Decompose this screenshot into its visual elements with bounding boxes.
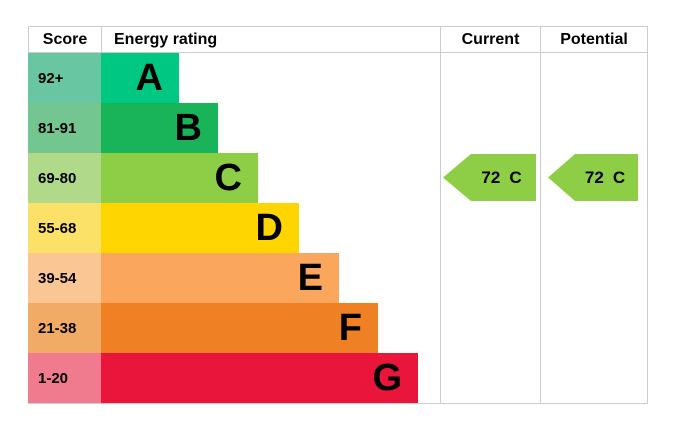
band-score-range-g: 1-20: [28, 353, 101, 403]
band-score-range-f: 21-38: [28, 303, 101, 353]
band-rows: 92+ A 81-91 B 69-80 C 55-68 D 39-54 E 21-38 F 1-20 G …: [28, 53, 648, 404]
band-bar-c: C: [101, 153, 258, 203]
band-bar-d: D: [101, 203, 299, 253]
band-row-f: 21-38 F: [28, 303, 648, 353]
band-score-range-b: 81-91: [28, 103, 101, 153]
band-score-range-c: 69-80: [28, 153, 101, 203]
band-bar-a: A: [101, 53, 179, 103]
band-bar-g: G: [101, 353, 418, 403]
band-letter-a: A: [135, 57, 163, 99]
epc-rating-chart: Score Energy rating Current Potential 92…: [28, 26, 648, 404]
band-score-range-e: 39-54: [28, 253, 101, 303]
band-row-e: 39-54 E: [28, 253, 648, 303]
table-right-border: [647, 53, 648, 403]
column-divider-energy-current: [440, 53, 441, 403]
band-row-a: 92+ A: [28, 53, 648, 103]
band-row-c: 69-80 C: [28, 153, 648, 203]
band-score-range-d: 55-68: [28, 203, 101, 253]
energy-rating-column-header: Energy rating: [101, 27, 440, 52]
band-letter-d: D: [255, 207, 283, 249]
potential-rating-band: C: [612, 167, 626, 187]
band-row-g: 1-20 G: [28, 353, 648, 403]
band-row-b: 81-91 B: [28, 103, 648, 153]
band-row-d: 55-68 D: [28, 203, 648, 253]
band-letter-b: B: [174, 107, 202, 149]
score-column-header: Score: [28, 27, 101, 52]
band-letter-c: C: [214, 157, 242, 199]
column-divider-current-potential: [540, 53, 541, 403]
band-bar-b: B: [101, 103, 218, 153]
band-letter-e: E: [297, 257, 323, 299]
current-rating-band: C: [509, 167, 522, 187]
band-score-range-a: 92+: [28, 53, 101, 103]
current-column-header: Current: [440, 27, 540, 52]
band-bar-f: F: [101, 303, 378, 353]
band-letter-f: F: [338, 307, 362, 349]
band-letter-g: G: [372, 357, 402, 399]
band-bar-e: E: [101, 253, 339, 303]
header-row: Score Energy rating Current Potential: [28, 26, 648, 53]
potential-column-header: Potential: [540, 27, 648, 52]
potential-rating-value: 72: [584, 167, 604, 187]
current-rating-value: 72: [481, 167, 501, 187]
